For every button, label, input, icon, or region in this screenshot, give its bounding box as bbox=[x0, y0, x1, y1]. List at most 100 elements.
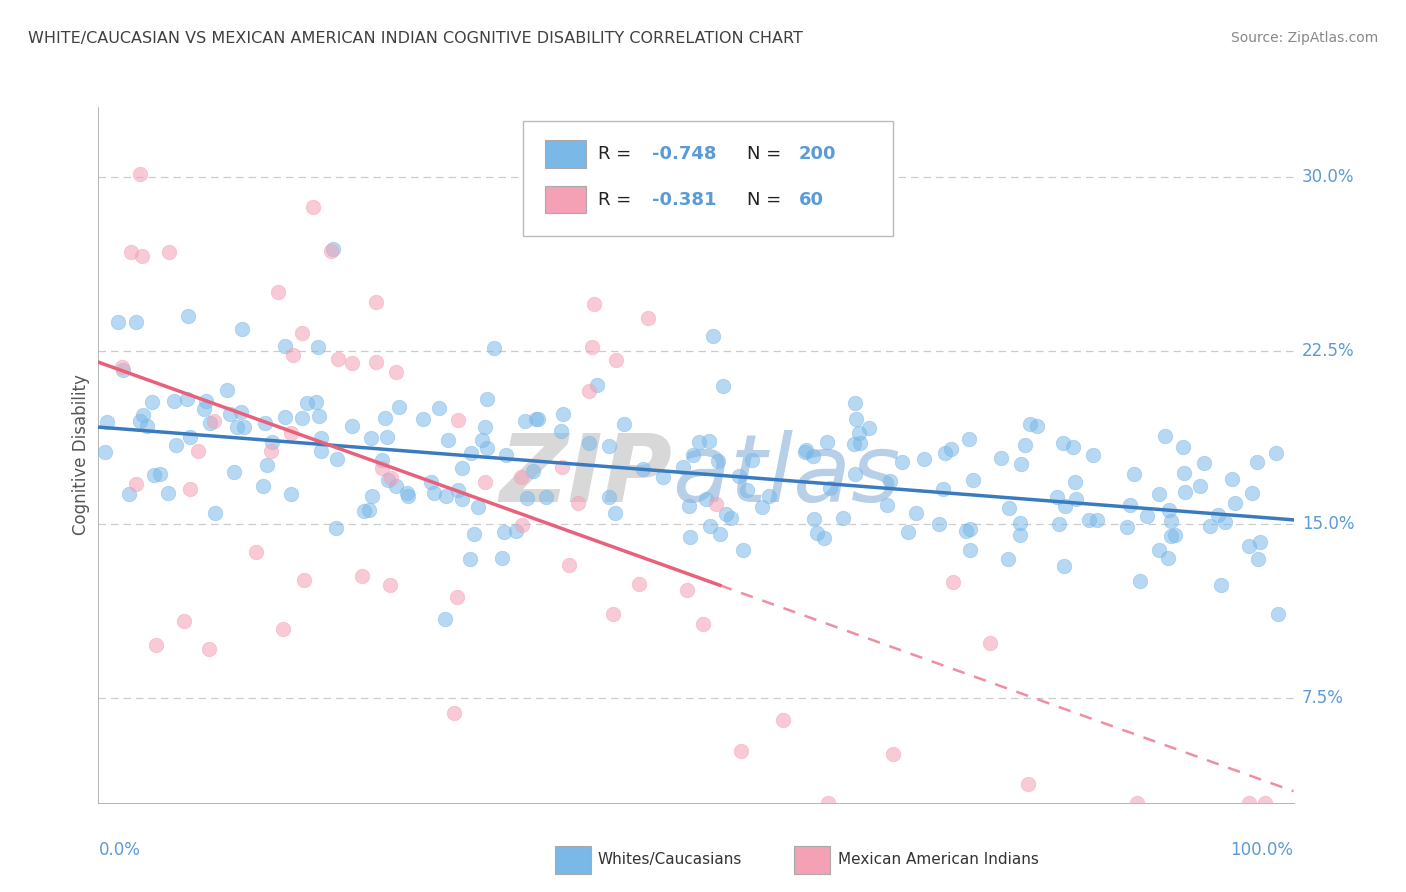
Point bbox=[256, 458, 278, 472]
Point bbox=[516, 491, 538, 505]
Point bbox=[959, 522, 981, 536]
Point bbox=[879, 474, 901, 488]
Point bbox=[267, 285, 290, 299]
Text: -0.748: -0.748 bbox=[652, 145, 716, 162]
Point bbox=[942, 574, 965, 589]
FancyBboxPatch shape bbox=[546, 186, 586, 213]
Point bbox=[451, 491, 474, 506]
Point bbox=[412, 412, 434, 426]
Point bbox=[697, 434, 720, 448]
Point bbox=[176, 309, 198, 323]
Text: Whites/Caucasians: Whites/Caucasians bbox=[598, 853, 742, 867]
Point bbox=[1064, 492, 1087, 507]
Text: 60: 60 bbox=[799, 191, 824, 209]
Point bbox=[374, 411, 396, 425]
Point bbox=[111, 363, 134, 377]
Point bbox=[1237, 540, 1260, 554]
Point bbox=[692, 616, 714, 631]
Point bbox=[474, 475, 496, 489]
Point bbox=[245, 544, 267, 558]
Text: 22.5%: 22.5% bbox=[1302, 342, 1354, 359]
Point bbox=[598, 439, 620, 453]
Point bbox=[125, 315, 148, 329]
Point bbox=[527, 412, 550, 426]
Point bbox=[145, 638, 167, 652]
Point bbox=[274, 410, 297, 425]
Text: WHITE/CAUCASIAN VS MEXICAN AMERICAN INDIAN COGNITIVE DISABILITY CORRELATION CHAR: WHITE/CAUCASIAN VS MEXICAN AMERICAN INDI… bbox=[28, 31, 803, 46]
Point bbox=[602, 607, 624, 621]
Point bbox=[551, 459, 574, 474]
Point bbox=[219, 407, 242, 421]
Point bbox=[433, 612, 456, 626]
Text: 30.0%: 30.0% bbox=[1302, 168, 1354, 186]
Point bbox=[651, 469, 673, 483]
Point bbox=[149, 467, 172, 482]
Point bbox=[1053, 558, 1076, 573]
Point bbox=[633, 461, 655, 475]
Point bbox=[1046, 491, 1069, 505]
Point bbox=[1267, 607, 1289, 621]
Point bbox=[1159, 502, 1181, 516]
Point bbox=[1052, 435, 1074, 450]
Point bbox=[120, 244, 142, 259]
Point bbox=[682, 448, 704, 462]
Point bbox=[699, 519, 721, 533]
Text: Mexican American Indians: Mexican American Indians bbox=[838, 853, 1039, 867]
Point bbox=[1025, 418, 1047, 433]
Point bbox=[326, 351, 349, 366]
Point bbox=[628, 577, 651, 591]
Point bbox=[436, 489, 458, 503]
Point bbox=[371, 453, 394, 467]
Point bbox=[281, 348, 304, 362]
Point bbox=[295, 396, 318, 410]
Point bbox=[474, 420, 496, 434]
Point bbox=[142, 468, 165, 483]
Point bbox=[271, 623, 294, 637]
Point bbox=[131, 249, 153, 263]
Point bbox=[1116, 519, 1139, 533]
Point bbox=[125, 476, 148, 491]
Point bbox=[1157, 551, 1180, 566]
Point bbox=[1198, 519, 1220, 533]
Point bbox=[1126, 796, 1149, 810]
Point bbox=[307, 340, 329, 354]
Point bbox=[990, 450, 1012, 465]
Point bbox=[534, 490, 557, 504]
Point bbox=[679, 530, 702, 544]
Point bbox=[311, 431, 333, 445]
Point bbox=[842, 437, 865, 451]
Point bbox=[202, 414, 225, 428]
Point bbox=[934, 445, 956, 459]
Point bbox=[1213, 516, 1236, 530]
Text: 200: 200 bbox=[799, 145, 837, 162]
Point bbox=[959, 542, 981, 557]
Point bbox=[711, 378, 734, 392]
Point bbox=[1062, 440, 1084, 454]
Point bbox=[225, 419, 247, 434]
Point bbox=[522, 465, 544, 479]
Point bbox=[198, 416, 221, 430]
Point bbox=[252, 478, 274, 492]
Point bbox=[1173, 467, 1195, 481]
Point bbox=[1053, 499, 1076, 513]
Point bbox=[384, 365, 406, 379]
Point bbox=[890, 454, 912, 468]
Point bbox=[1119, 498, 1142, 512]
Point bbox=[1171, 440, 1194, 454]
Point bbox=[1008, 516, 1031, 530]
Point bbox=[510, 517, 533, 532]
Point bbox=[796, 443, 818, 458]
Point bbox=[319, 244, 342, 259]
Point bbox=[305, 395, 328, 409]
Point bbox=[702, 329, 724, 343]
Point bbox=[1014, 438, 1036, 452]
Point bbox=[675, 582, 697, 597]
Point bbox=[1010, 528, 1032, 542]
Point bbox=[955, 524, 977, 538]
Point bbox=[1241, 485, 1264, 500]
Text: Source: ZipAtlas.com: Source: ZipAtlas.com bbox=[1230, 31, 1378, 45]
Point bbox=[997, 552, 1019, 566]
Point bbox=[187, 444, 209, 458]
Text: N =: N = bbox=[748, 191, 787, 209]
Text: 7.5%: 7.5% bbox=[1302, 690, 1344, 707]
